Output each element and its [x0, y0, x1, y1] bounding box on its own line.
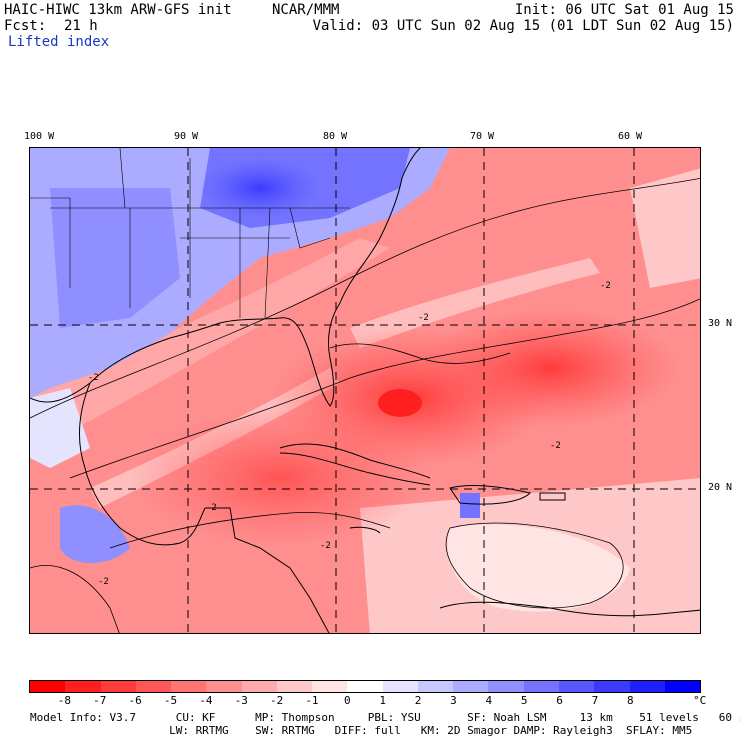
color-bar-unit: °C: [693, 694, 707, 707]
contour-label: -2: [98, 577, 109, 587]
organization-label: NCAR/MMM: [272, 2, 340, 18]
map-panel: -2 -2 -2 -2 -2 -2 -2: [29, 147, 701, 634]
us-coastline: [30, 148, 421, 407]
lon-label-60w: 60 W: [618, 131, 643, 142]
lon-label-90w: 90 W: [174, 131, 199, 142]
field-stable-core-tx: [50, 188, 180, 328]
color-bar-swatch: [453, 681, 489, 692]
contours: [30, 177, 700, 633]
field-near-zero-south: [447, 524, 630, 612]
lon-label-70w: 70 W: [470, 131, 495, 142]
color-bar-tick-label: -2: [269, 694, 284, 707]
color-bar-swatch: [558, 681, 595, 692]
contour-label: -2: [88, 373, 99, 383]
puerto-rico: [539, 492, 566, 501]
color-bar-tick-label: 1: [379, 694, 386, 707]
color-bar-tick-label: 7: [591, 694, 599, 707]
field-name: Lifted index: [8, 34, 110, 50]
model-info-line1: Model Info: V3.7 CU: KF MP: Thompson PBL…: [30, 711, 740, 724]
contour-labels: -2 -2 -2 -2 -2 -2 -2: [88, 281, 611, 587]
color-bar-swatch: [30, 681, 66, 692]
lon-label-80w: 80 W: [323, 131, 348, 142]
field-core-atlantic: [420, 308, 680, 428]
mexico-coast: [79, 382, 206, 546]
cuba-north: [279, 443, 431, 479]
color-bar-swatch: [347, 681, 383, 692]
color-bar-tick-label: 3: [450, 694, 457, 707]
lon-label-100w: 100 W: [24, 131, 55, 142]
valid-time: Valid: 03 UTC Sun 02 Aug 15 (01 LDT Sun …: [312, 18, 734, 34]
lat-label-30n: 30 N: [708, 318, 733, 329]
color-bar-tick-label: -6: [128, 694, 142, 707]
color-bar-swatch: [100, 681, 136, 692]
color-bar: [29, 680, 701, 693]
field-pale-east: [630, 168, 700, 288]
coastlines: [30, 148, 700, 633]
color-bar-swatch: [312, 681, 348, 692]
color-bar-tick-label: 2: [414, 694, 422, 707]
color-bar-swatch: [629, 681, 665, 692]
color-bar-tick-label: -8: [57, 694, 71, 707]
color-bar-tick-label: 8: [626, 694, 634, 707]
hispaniola: [449, 485, 531, 505]
color-bar-swatch: [488, 681, 524, 692]
color-bar-swatch: [206, 681, 242, 692]
contour-label: -2: [418, 313, 429, 323]
color-bar-swatch: [65, 681, 101, 692]
state-borders: [30, 148, 350, 319]
contour-label: -2: [206, 503, 217, 513]
color-bar-tick-label: 5: [520, 694, 528, 707]
contour-label: -2: [550, 441, 561, 451]
color-bar-tick-label: 0: [344, 694, 351, 707]
central-america-coast: [205, 507, 330, 633]
field-max: [378, 389, 422, 417]
forecast-label: Fcst:: [4, 18, 47, 34]
cuba-south: [279, 452, 431, 486]
color-bar-swatch: [276, 681, 313, 692]
contour-label: -2: [320, 541, 331, 551]
color-bar-swatch: [594, 681, 630, 692]
field-band-1: [30, 238, 390, 448]
field-stable-coast: [30, 388, 90, 468]
color-bar-swatch: [664, 681, 701, 692]
lat-lon-grid: [30, 148, 700, 633]
color-bar-swatch: [171, 681, 207, 692]
field-stable-hispaniola: [460, 493, 480, 518]
color-bar-tick-label: -1: [305, 694, 319, 707]
contour-label: -2: [600, 281, 611, 291]
color-bar-swatch: [241, 681, 277, 692]
forecast-hour: 21 h: [64, 18, 98, 34]
lifted-index-map: -2 -2 -2 -2 -2 -2 -2: [30, 148, 700, 633]
color-bar-tick-label: 4: [485, 694, 493, 707]
lat-label-20n: 20 N: [708, 482, 733, 493]
color-bar-tick-label: -3: [234, 694, 248, 707]
color-bar-tick-label: -4: [199, 694, 213, 707]
color-bar-swatch: [135, 681, 172, 692]
color-bar-tick-label: 6: [556, 694, 563, 707]
color-bar-tick-label: -5: [163, 694, 178, 707]
jamaica: [349, 526, 381, 534]
color-bar-swatch: [523, 681, 559, 692]
color-bar-swatch: [417, 681, 454, 692]
field-stable-max: [200, 158, 320, 218]
color-bar-swatch: [382, 681, 418, 692]
field-stable-mexico: [60, 505, 130, 563]
field-core-caribbean: [130, 408, 430, 548]
model-title: HAIC-HIWC 13km ARW-GFS init: [4, 2, 232, 18]
init-time: Init: 06 UTC Sat 01 Aug 15: [514, 2, 734, 18]
model-info-line2: LW: RRTMG SW: RRTMG DIFF: full KM: 2D Sm…: [30, 724, 693, 737]
color-bar-tick-label: -7: [93, 694, 107, 707]
